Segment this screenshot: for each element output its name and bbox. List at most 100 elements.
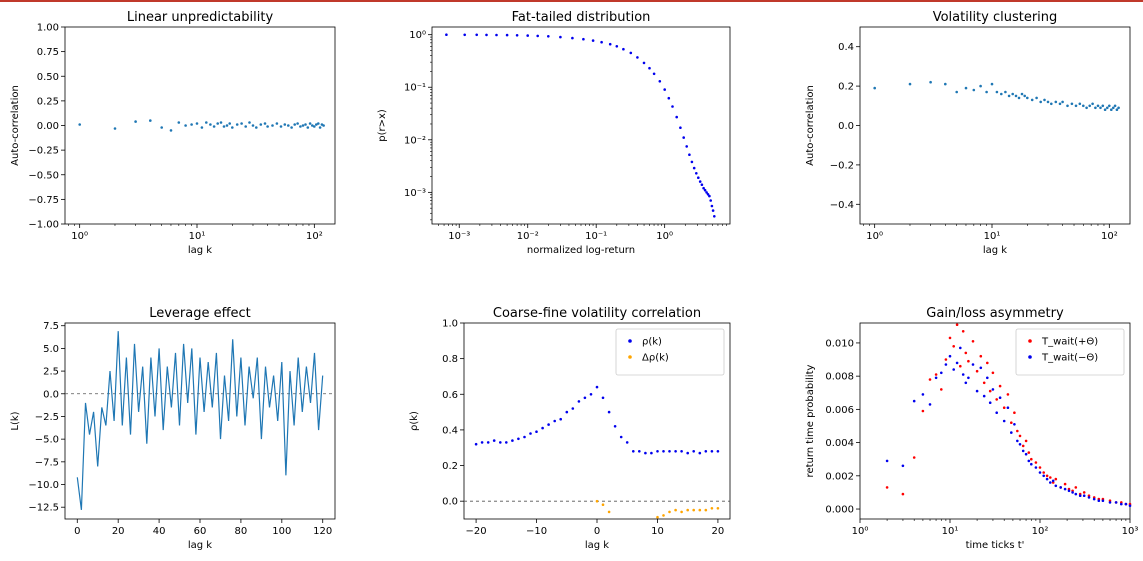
data-point [1058, 102, 1062, 106]
top-divider-line [0, 0, 1143, 2]
data-point [1097, 499, 1101, 503]
data-point [685, 145, 688, 148]
data-point [523, 435, 526, 439]
y-tick-label: 0.4 [838, 42, 854, 53]
data-point [1091, 102, 1094, 106]
x-tick-label: −20 [466, 526, 487, 537]
data-point [703, 188, 707, 192]
data-point [279, 125, 283, 128]
data-point [445, 33, 448, 36]
y-tick-label: 0.2 [838, 82, 854, 93]
data-point [595, 499, 599, 503]
data-point [541, 426, 544, 430]
data-point [1078, 494, 1082, 498]
data-point [511, 439, 514, 442]
data-point [235, 123, 239, 126]
data-point [1021, 449, 1025, 453]
data-point [177, 121, 181, 124]
y-tick-label: 1.0 [442, 319, 458, 330]
x-tick-label: 10 [651, 526, 664, 537]
x-tick-label: 10⁰ [866, 231, 883, 242]
data-point [582, 37, 585, 41]
data-point [1099, 106, 1102, 110]
data-point [1124, 502, 1128, 506]
data-point [698, 451, 702, 455]
data-point [695, 172, 698, 175]
data-point [480, 441, 484, 444]
data-point [601, 396, 605, 400]
data-point [322, 124, 325, 127]
y-axis-label: Auto-correlation [805, 85, 816, 166]
y-tick-label: 10⁻¹ [404, 83, 426, 94]
axes-frame [431, 26, 731, 225]
data-point [995, 398, 998, 401]
data-point [222, 125, 226, 128]
data-point [982, 394, 986, 398]
y-tick-label: 10⁻² [404, 135, 426, 146]
data-point [1054, 477, 1058, 481]
data-point [266, 125, 269, 128]
y-tick-label: 0.010 [825, 338, 854, 349]
data-point [600, 40, 603, 44]
data-point [991, 371, 995, 375]
data-point [619, 435, 623, 439]
data-point [1014, 94, 1018, 98]
x-tick-label: 10⁰ [656, 231, 673, 242]
data-point [988, 389, 992, 393]
data-point [700, 183, 704, 186]
data-point [1021, 444, 1025, 448]
data-point [716, 450, 720, 453]
data-point [1020, 92, 1024, 96]
data-point [885, 459, 889, 463]
data-point [967, 359, 970, 363]
legend-label: ρ(k) [642, 337, 662, 348]
data-point [1042, 471, 1045, 474]
data-point [912, 456, 916, 459]
data-point [928, 378, 932, 381]
y-tick-label: 0.75 [37, 47, 59, 58]
data-point [1049, 476, 1052, 479]
data-point [940, 388, 943, 391]
data-point [254, 126, 258, 129]
data-point [293, 123, 297, 126]
data-point [668, 450, 671, 453]
y-tick-label: 0.0 [838, 121, 854, 132]
data-point [1050, 102, 1053, 106]
data-point [656, 515, 659, 519]
data-point [306, 126, 310, 129]
y-tick-label: −0.4 [830, 200, 854, 211]
x-tick-label: 10⁻¹ [585, 231, 607, 242]
data-point [686, 508, 689, 512]
panel-3: Volatility clustering 10⁰ 10¹ 10² 0.4 0.2 0.0 −… [805, 10, 1131, 256]
data-point [688, 153, 691, 156]
data-point [1016, 439, 1019, 443]
data-point [979, 366, 983, 370]
data-point [1117, 106, 1120, 110]
y-tick-label: 0.0 [43, 389, 59, 400]
data-point [1087, 496, 1091, 499]
data-point [982, 381, 986, 385]
data-point [971, 340, 975, 343]
data-point [1114, 501, 1118, 504]
y-axis-label: ρ(k) [409, 411, 420, 431]
data-point [944, 363, 948, 366]
data-point [979, 84, 982, 88]
data-point [709, 199, 712, 202]
data-point [565, 410, 569, 414]
data-point [1128, 504, 1132, 508]
data-point [607, 510, 611, 514]
data-point [912, 399, 916, 403]
legend-box [1015, 328, 1125, 376]
data-point [1013, 411, 1016, 415]
data-point [1023, 94, 1026, 98]
data-point [308, 122, 312, 125]
data-point [149, 119, 152, 122]
data-point [990, 82, 994, 86]
data-point [1024, 439, 1028, 443]
y-tick-label: 0.8 [442, 354, 458, 365]
data-point [499, 441, 502, 444]
data-point [299, 125, 302, 128]
y-axis-label: Auto-correlation [10, 85, 21, 166]
data-point [929, 80, 932, 84]
x-tick-label: 20 [712, 526, 725, 537]
